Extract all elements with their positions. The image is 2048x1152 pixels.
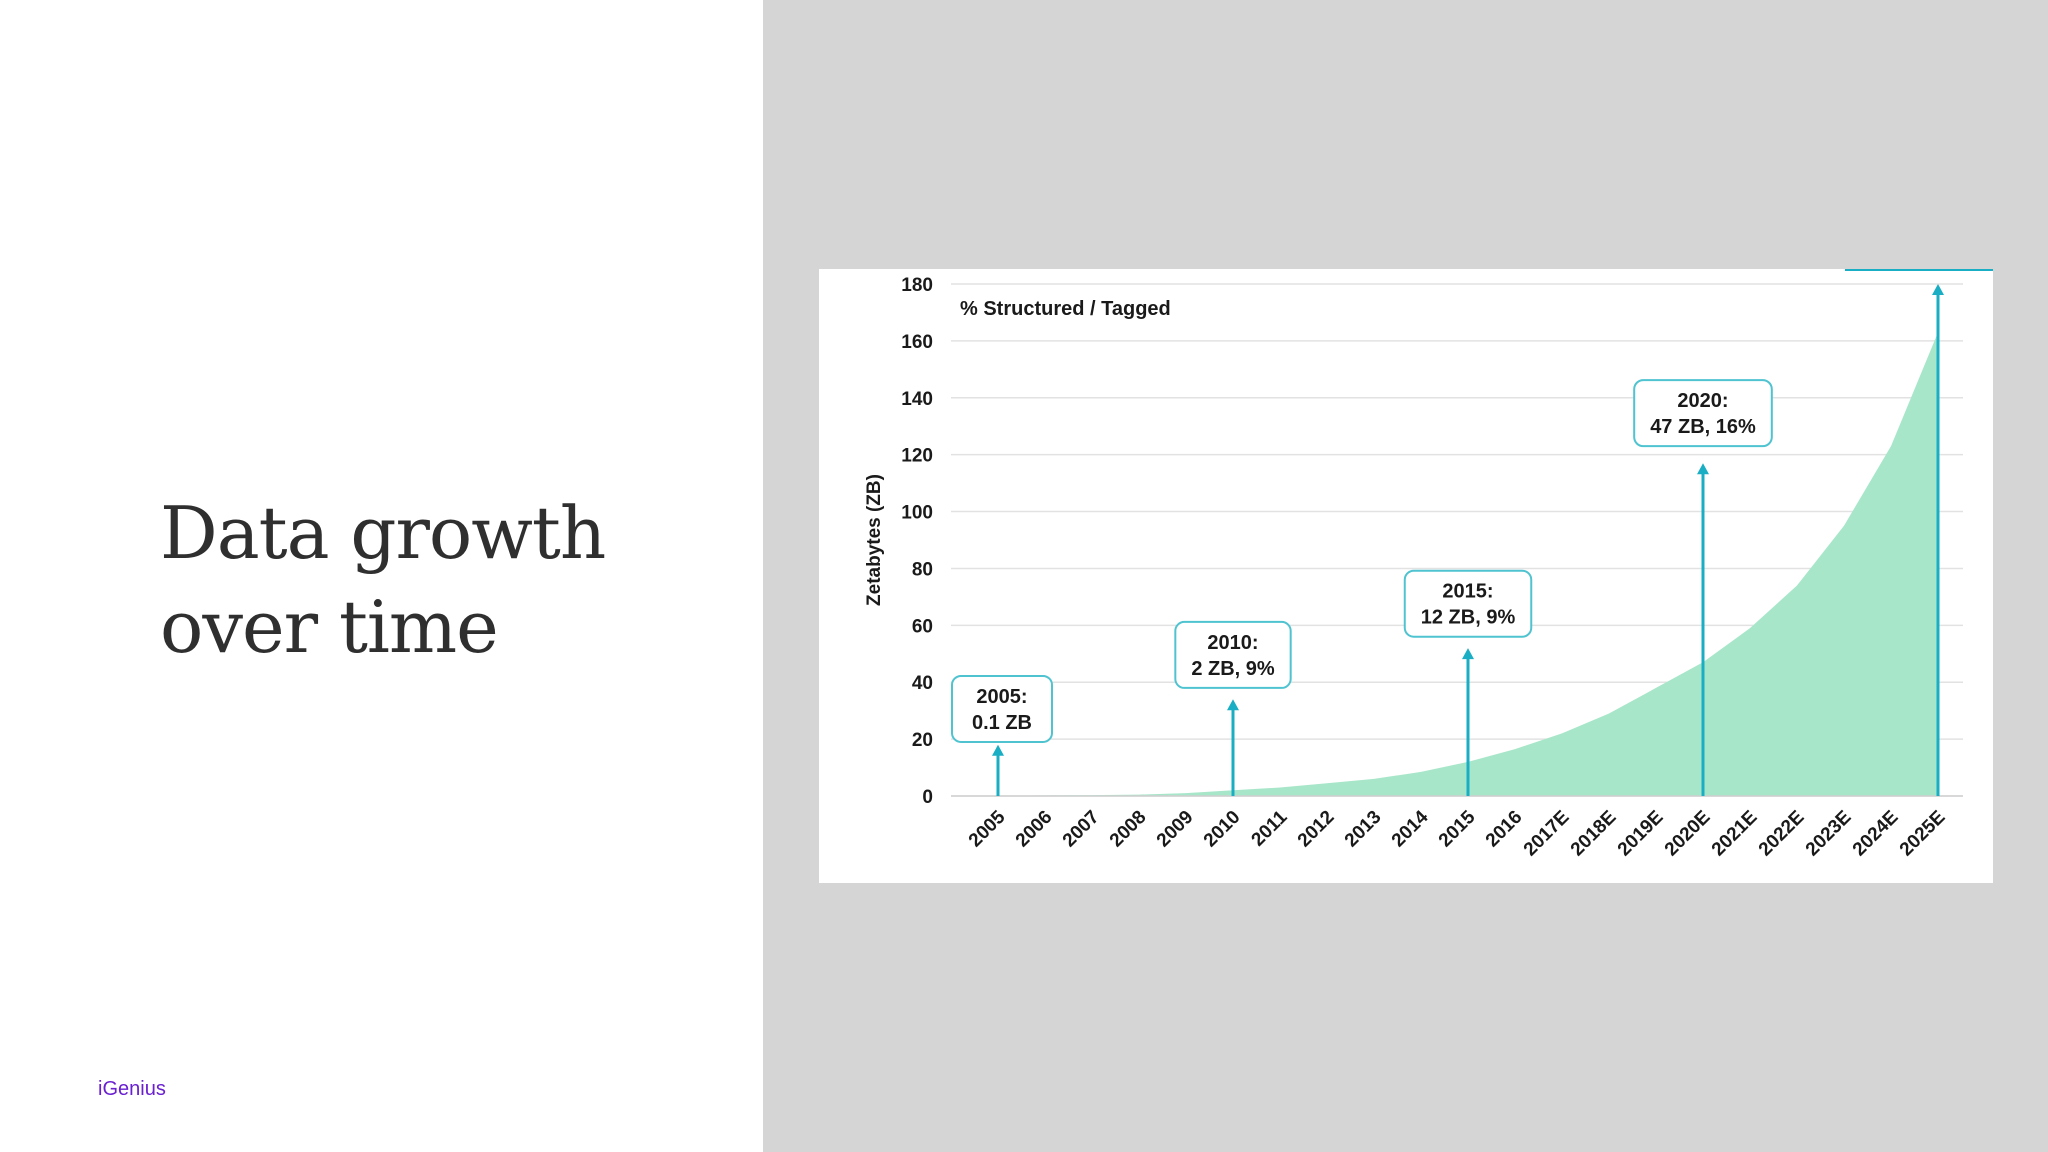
y-tick-label-120: 120	[901, 446, 933, 467]
y-tick-label-160: 160	[901, 332, 933, 353]
callout-line2-2005: 0.1 ZB	[972, 712, 1032, 734]
legend-label: % Structured / Tagged	[960, 298, 1171, 320]
y-tick-label-20: 20	[912, 730, 933, 751]
y-tick-label-40: 40	[912, 673, 933, 694]
x-tick-label-2023E: 2023E	[1802, 807, 1856, 861]
x-tick-label-2013: 2013	[1341, 807, 1386, 852]
y-tick-label-60: 60	[912, 616, 933, 637]
x-tick-label-2009: 2009	[1153, 807, 1198, 852]
arrowhead-2015	[1462, 648, 1474, 660]
arrowhead-2020E	[1697, 463, 1709, 475]
callout-line1-2020E: 2020:	[1677, 390, 1728, 412]
x-tick-label-2021E: 2021E	[1708, 807, 1762, 861]
x-tick-label-2006: 2006	[1012, 807, 1057, 852]
brand-logo-text: iGenius	[98, 1078, 166, 1100]
x-tick-label-2019E: 2019E	[1614, 807, 1668, 861]
arrowhead-2010	[1227, 699, 1239, 711]
y-axis-title: Zetabytes (ZB)	[864, 474, 885, 606]
slide-title: Data growth over time	[160, 486, 606, 674]
callout-line2-2010: 2 ZB, 9%	[1191, 658, 1275, 680]
callout-box-2015	[1403, 569, 1533, 638]
x-tick-label-2010: 2010	[1200, 807, 1245, 852]
slide-title-line-2: over time	[160, 585, 499, 669]
callout-box-2010	[1174, 620, 1292, 689]
x-tick-label-2005: 2005	[965, 806, 1010, 851]
x-tick-label-2022E: 2022E	[1755, 807, 1809, 861]
x-tick-label-2011: 2011	[1248, 806, 1292, 850]
x-tick-label-2014: 2014	[1388, 806, 1433, 851]
left-panel: Data growth over time iGenius	[0, 0, 763, 1152]
x-tick-label-2020E: 2020E	[1661, 807, 1715, 861]
callout-line2-2020E: 47 ZB, 16%	[1650, 416, 1756, 438]
callout-line1-2015: 2015:	[1442, 581, 1493, 603]
data-growth-chart: 0 20 40 60 80 100 120 140 160 180 Zetabytes (ZB) 20…	[864, 269, 1993, 861]
x-tick-label-2025E: 2025E	[1896, 807, 1950, 861]
callout-box-2020E	[1633, 379, 1773, 448]
y-tick-label-80: 80	[912, 559, 933, 580]
arrowhead-2005	[992, 744, 1004, 756]
x-tick-label-2012: 2012	[1294, 807, 1339, 852]
x-tick-label-2008: 2008	[1106, 807, 1151, 852]
x-tick-label-2018E: 2018E	[1567, 807, 1621, 861]
x-tick-label-2015: 2015	[1435, 806, 1480, 851]
slide-title-line-1: Data growth	[160, 491, 606, 575]
y-tick-label-100: 100	[901, 503, 933, 524]
x-tick-label-2024E: 2024E	[1849, 807, 1903, 861]
callout-line2-2015: 12 ZB, 9%	[1421, 607, 1516, 629]
y-tick-label-180: 180	[901, 275, 933, 296]
chart-card: 0 20 40 60 80 100 120 140 160 180 Zetabytes (ZB) 20…	[819, 269, 1993, 883]
x-tick-label-2017E: 2017E	[1520, 807, 1574, 861]
callout-line1-2010: 2010:	[1207, 632, 1258, 654]
x-tick-label-2007: 2007	[1059, 807, 1104, 852]
y-tick-label-0: 0	[922, 787, 933, 808]
arrowhead-2025E	[1932, 284, 1944, 295]
callout-line1-2005: 2005:	[976, 686, 1027, 708]
callout-box-2005	[951, 674, 1053, 743]
y-tick-label-140: 140	[901, 389, 933, 410]
